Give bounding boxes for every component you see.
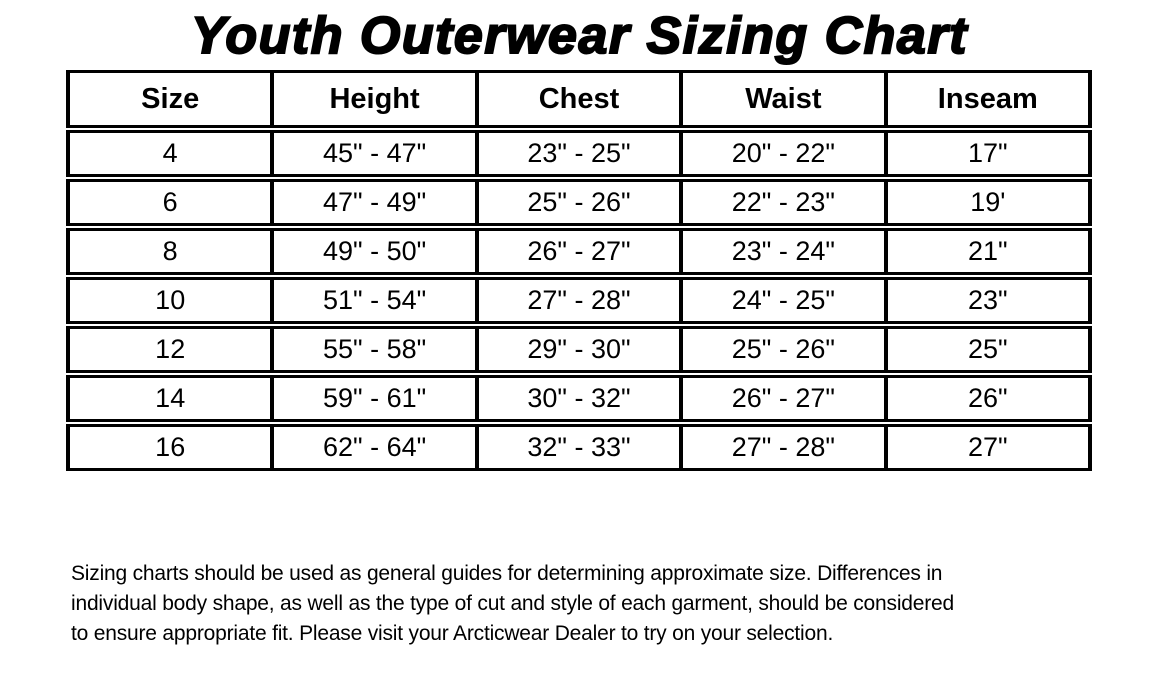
table-cell: 25" - 26" bbox=[474, 174, 684, 227]
table-row: 12 55" - 58" 29" - 30" 25" - 26" 25" bbox=[65, 321, 1093, 374]
table-row: 8 49" - 50" 26" - 27" 23" - 24" 21" bbox=[65, 223, 1093, 276]
table-cell: 45" - 47" bbox=[270, 125, 479, 178]
table-cell: 27" bbox=[883, 419, 1093, 471]
table-row: 4 45" - 47" 23" - 25" 20" - 22" 17" bbox=[65, 125, 1093, 178]
table-cell: 6 bbox=[65, 174, 275, 227]
table-cell: 55" - 58" bbox=[270, 321, 479, 374]
table-cell: 23" bbox=[883, 272, 1093, 325]
table-cell: 26" - 27" bbox=[679, 370, 888, 423]
table-cell: 12 bbox=[65, 321, 275, 374]
table-cell: 16 bbox=[65, 419, 275, 471]
table-cell: 23" - 24" bbox=[679, 223, 888, 276]
table-row: 6 47" - 49" 25" - 26" 22" - 23" 19' bbox=[65, 174, 1093, 227]
table-body: 4 45" - 47" 23" - 25" 20" - 22" 17" 6 47" - 49… bbox=[65, 125, 1093, 471]
table-cell: 26" bbox=[883, 370, 1093, 423]
table-cell: 4 bbox=[65, 125, 275, 178]
table-cell: 20" - 22" bbox=[679, 125, 888, 178]
table-row: 16 62" - 64" 32" - 33" 27" - 28" 27" bbox=[65, 419, 1093, 471]
footer-line: to ensure appropriate fit. Please visit … bbox=[71, 622, 834, 645]
table-cell: 47" - 49" bbox=[270, 174, 479, 227]
table-cell: 29" - 30" bbox=[474, 321, 684, 374]
table-cell: 17" bbox=[883, 125, 1093, 178]
column-header: Size bbox=[65, 70, 275, 129]
table-cell: 30" - 32" bbox=[474, 370, 684, 423]
column-header: Waist bbox=[679, 70, 888, 129]
table-cell: 10 bbox=[65, 272, 275, 325]
table-cell: 27" - 28" bbox=[679, 419, 888, 471]
table-row: 10 51" - 54" 27" - 28" 24" - 25" 23" bbox=[65, 272, 1093, 325]
column-header: Height bbox=[270, 70, 479, 129]
page-title: Youth Outerwear Sizing Chart bbox=[190, 6, 968, 66]
table-cell: 26" - 27" bbox=[474, 223, 684, 276]
table-cell: 21" bbox=[883, 223, 1093, 276]
table-cell: 8 bbox=[65, 223, 275, 276]
table-cell: 27" - 28" bbox=[474, 272, 684, 325]
table-cell: 25" - 26" bbox=[679, 321, 888, 374]
table-cell: 32" - 33" bbox=[474, 419, 684, 471]
table-cell: 24" - 25" bbox=[679, 272, 888, 325]
table-cell: 51" - 54" bbox=[270, 272, 479, 325]
table-cell: 62" - 64" bbox=[270, 419, 479, 471]
column-header: Chest bbox=[474, 70, 684, 129]
table-cell: 19' bbox=[883, 174, 1093, 227]
footer-line: individual body shape, as well as the ty… bbox=[71, 592, 954, 615]
table-header: Size Height Chest Waist Inseam bbox=[65, 70, 1093, 129]
sizing-table: Size Height Chest Waist Inseam 4 45" - 47" 23"… bbox=[65, 70, 1093, 471]
table-cell: 14 bbox=[65, 370, 275, 423]
table-cell: 23" - 25" bbox=[474, 125, 684, 178]
table-cell: 59" - 61" bbox=[270, 370, 479, 423]
table-row: 14 59" - 61" 30" - 32" 26" - 27" 26" bbox=[65, 370, 1093, 423]
footer-line: Sizing charts should be used as general … bbox=[71, 562, 943, 585]
table-cell: 49" - 50" bbox=[270, 223, 479, 276]
column-header: Inseam bbox=[883, 70, 1093, 129]
table-cell: 22" - 23" bbox=[679, 174, 888, 227]
header-row: Size Height Chest Waist Inseam bbox=[65, 70, 1093, 129]
table-cell: 25" bbox=[883, 321, 1093, 374]
footer-note: Sizing charts should be used as general … bbox=[71, 559, 1091, 649]
